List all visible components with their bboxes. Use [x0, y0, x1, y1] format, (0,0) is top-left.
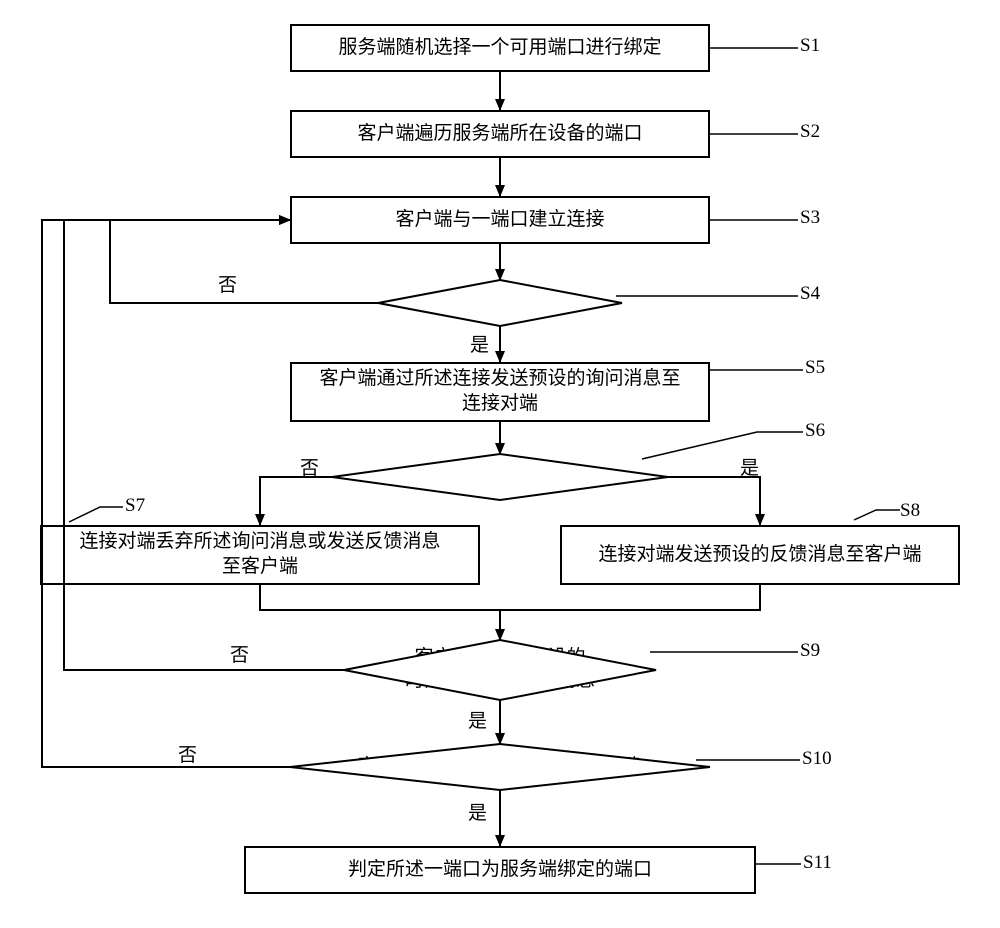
- step-label-s4: S4: [800, 283, 820, 305]
- edge-label-s9_yes: 是: [468, 706, 487, 733]
- leader-line: [854, 510, 900, 520]
- step-label-s9: S9: [800, 640, 820, 662]
- s4-node: [378, 280, 622, 326]
- edge-label-s10_no: 否: [178, 740, 197, 767]
- s10-node: [290, 744, 710, 790]
- flow-edge: [260, 585, 500, 640]
- edge-label-s4_no: 否: [218, 270, 237, 297]
- flowchart-canvas: 服务端随机选择一个可用端口进行绑定客户端遍历服务端所在设备的端口客户端与一端口建…: [0, 0, 1000, 928]
- flow-edge: [64, 220, 344, 670]
- s9-node: [344, 640, 656, 700]
- edge-label-s9_no: 否: [230, 640, 249, 667]
- edge-label-s6_yes: 是: [740, 453, 759, 480]
- edge-label-s6_no: 否: [300, 453, 319, 480]
- flow-edge: [500, 585, 760, 610]
- step-label-s7: S7: [125, 495, 145, 517]
- edge-label-s10_yes: 是: [468, 798, 487, 825]
- step-label-s5: S5: [805, 357, 825, 379]
- step-label-s10: S10: [802, 748, 832, 770]
- step-label-s8: S8: [900, 500, 920, 522]
- s6-node: [332, 454, 668, 500]
- leader-line: [642, 432, 803, 459]
- flow-edge: [260, 477, 332, 525]
- edge-label-s4_yes: 是: [470, 330, 489, 357]
- leader-line: [69, 507, 123, 522]
- step-label-s3: S3: [800, 207, 820, 229]
- flow-edge: [668, 477, 760, 525]
- step-label-s6: S6: [805, 420, 825, 442]
- step-label-s2: S2: [800, 121, 820, 143]
- flow-edge: [110, 220, 378, 303]
- step-label-s1: S1: [800, 35, 820, 57]
- step-label-s11: S11: [803, 852, 832, 874]
- connector-layer: [0, 0, 1000, 928]
